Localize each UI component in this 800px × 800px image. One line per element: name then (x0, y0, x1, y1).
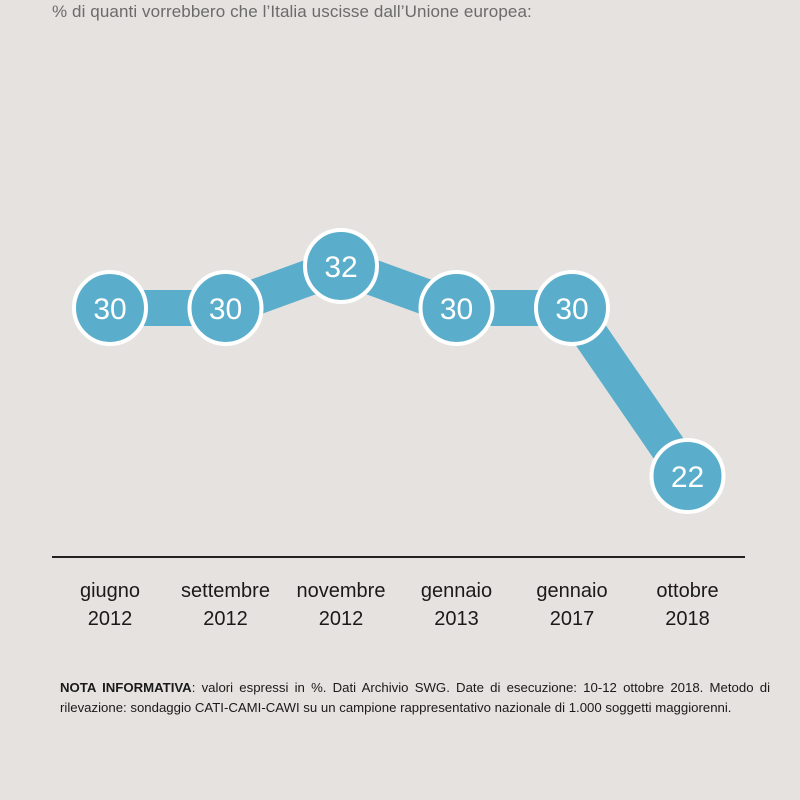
x-tick-label-month: novembre (297, 580, 386, 602)
note-text: : valori espressi in %. Dati Archivio SW… (60, 680, 770, 715)
data-label: 30 (440, 293, 473, 326)
info-note: NOTA INFORMATIVA: valori espressi in %. … (60, 678, 770, 718)
x-tick-label-month: gennaio (421, 580, 492, 602)
note-label: NOTA INFORMATIVA (60, 680, 192, 695)
x-tick-label-month: ottobre (656, 580, 718, 602)
x-tick-label-month: giugno (80, 580, 140, 602)
x-tick-label-month: settembre (181, 580, 270, 602)
x-tick-label-year: 2017 (550, 608, 595, 630)
data-label: 30 (209, 293, 242, 326)
data-point (418, 270, 495, 346)
x-tick-label-year: 2012 (88, 608, 133, 630)
data-label: 32 (324, 251, 357, 284)
x-tick-label-year: 2012 (203, 608, 248, 630)
data-point (72, 270, 148, 346)
data-point (649, 438, 726, 514)
data-point (303, 228, 379, 304)
data-label: 22 (671, 461, 704, 494)
x-tick-label-month: gennaio (536, 580, 607, 602)
data-point (187, 270, 264, 346)
data-label: 30 (93, 293, 126, 326)
data-point (534, 270, 610, 346)
x-tick-label-year: 2018 (665, 608, 710, 630)
x-tick-label-year: 2012 (319, 608, 364, 630)
data-label: 30 (555, 293, 588, 326)
chart-subtitle: % di quanti vorrebbero che l’Italia usci… (52, 2, 532, 21)
x-tick-label-year: 2013 (434, 608, 479, 630)
